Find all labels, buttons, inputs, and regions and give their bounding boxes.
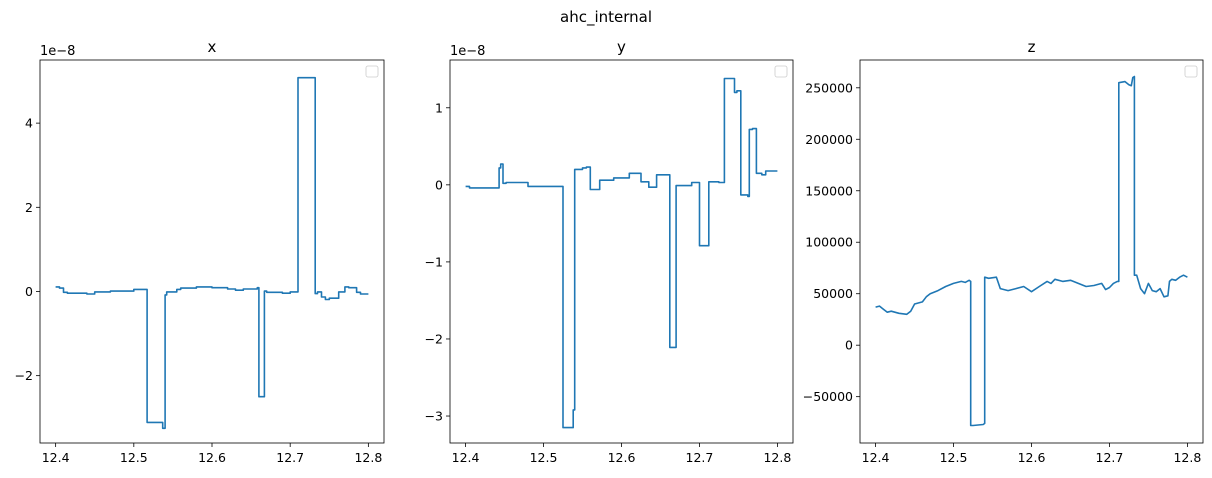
x-tick-label: 12.5 [530,450,558,465]
y-tick-label: 2 [25,200,33,215]
y-tick-label: 50000 [813,286,853,301]
axis-offset-text: 1e−8 [40,44,75,59]
x-tick-label: 12.4 [452,450,480,465]
plot-frame [449,59,794,444]
x-tick-label: 12.5 [940,450,968,465]
y-tick-label: 200000 [805,132,853,147]
y-tick-label: 0 [25,284,33,299]
subplot-title: y [617,38,626,56]
x-tick-label: 12.7 [276,450,304,465]
y-tick-label: 0 [845,338,853,353]
subplot-x: x 1e−8 12.4 12.5 12.6 12.7 12.8 −2 0 2 4 [15,38,385,465]
x-tick-label: 12.5 [120,450,148,465]
plot-frame [39,59,385,444]
y-tick-label: −1 [425,254,443,269]
y-tick-label: −2 [425,331,443,346]
x-tick-label: 12.7 [1096,450,1124,465]
x-tick-label: 12.6 [1018,450,1046,465]
series-line [55,76,369,430]
subplot-title: x [208,38,217,56]
subplot-title: z [1028,38,1036,56]
y-tick-label: −2 [15,368,33,383]
x-tick-label: 12.4 [862,450,890,465]
y-tick-label: 1 [435,100,443,115]
y-tick-label: 150000 [805,183,853,198]
x-tick-label: 12.8 [763,450,791,465]
x-tick-label: 12.4 [42,450,70,465]
y-tick-label: −3 [425,409,443,424]
x-tick-label: 12.8 [1173,450,1201,465]
y-tick-label: 0 [435,177,443,192]
legend-box [1184,65,1198,78]
y-tick-label: 4 [25,116,33,131]
plot-frame [859,59,1204,444]
x-tick-label: 12.8 [354,450,382,465]
subplot-z: z 12.4 12.5 12.6 12.7 12.8 −50000 0 50000 100000 1… [803,38,1204,465]
series-line [465,77,778,429]
x-tick-label: 12.6 [198,450,226,465]
x-tick-label: 12.7 [686,450,714,465]
legend-box [365,65,379,78]
subplot-y: y 1e−8 12.4 12.5 12.6 12.7 12.8 −3 −2 −1 0 1 [425,38,794,465]
figure-suptitle: ahc_internal [560,8,652,26]
legend-box [774,65,788,78]
series-line [875,75,1188,427]
y-tick-label: −50000 [803,389,853,404]
y-tick-label: 100000 [805,235,853,250]
x-tick-label: 12.6 [608,450,636,465]
y-tick-label: 250000 [805,80,853,95]
axis-offset-text: 1e−8 [450,44,485,59]
